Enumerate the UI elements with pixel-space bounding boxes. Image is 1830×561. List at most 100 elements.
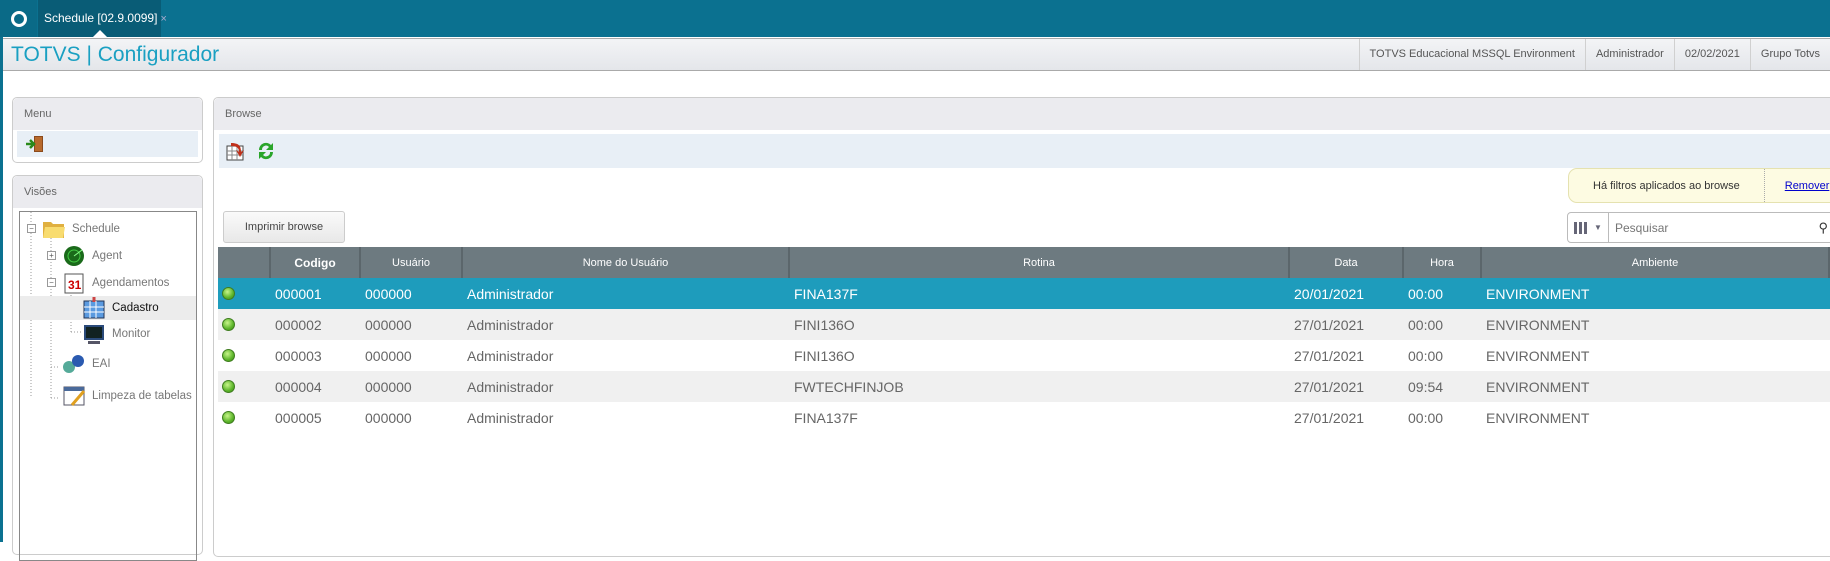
cell-rotina: FINA137F (794, 409, 858, 426)
tree-expander[interactable]: − (47, 278, 56, 287)
column-header-status[interactable] (218, 247, 271, 278)
tree-item-label: EAI (92, 358, 111, 370)
table-row[interactable]: 000003 000000 Administrador FINI136O 27/01/2… (218, 340, 1830, 371)
app-title: TOTVS | Configurador (11, 43, 220, 66)
table-clean-icon (63, 386, 86, 406)
table-row[interactable]: 000002 000000 Administrador FINI136O 27/01/2… (218, 309, 1830, 340)
search-icon[interactable]: ⚲ (1818, 219, 1828, 235)
cell-ambiente: ENVIRONMENT (1486, 409, 1590, 426)
cell-rotina: FINI136O (794, 316, 855, 333)
remove-filter-link[interactable]: Remover (1784, 179, 1830, 192)
cell-hora: 00:00 (1408, 316, 1444, 333)
calendar-grid-icon (83, 297, 105, 319)
cell-rotina: FINI136O (794, 347, 855, 364)
top-bar (0, 0, 1830, 37)
tree-item-limpeza[interactable]: Limpeza de tabelas (62, 384, 192, 408)
puzzle-icon (63, 355, 84, 373)
visoes-title: Visões (13, 176, 202, 208)
header-info: TOTVS Educacional MSSQL Environment Admi… (1358, 39, 1830, 70)
cell-hora: 00:00 (1408, 409, 1444, 426)
browse-toolbar (219, 134, 1830, 168)
cell-ambiente: ENVIRONMENT (1486, 285, 1590, 302)
cell-usuario: 000000 (365, 378, 412, 395)
export-table-icon[interactable] (225, 140, 247, 162)
cell-ambiente: ENVIRONMENT (1486, 378, 1590, 395)
cell-nome: Administrador (467, 285, 554, 302)
status-green-icon (222, 287, 235, 300)
visoes-panel: Visões − Schedule + Agent − 31 Agendament… (12, 175, 203, 561)
totvs-logo-icon[interactable] (0, 0, 37, 37)
cell-codigo: 000003 (275, 347, 322, 364)
cell-data: 27/01/2021 (1294, 378, 1365, 395)
table-row[interactable]: 000001 000000 Administrador FINA137F 20/01/2… (218, 278, 1830, 309)
exit-door-icon[interactable] (25, 135, 45, 153)
status-cell (218, 340, 271, 371)
cell-usuario: 000000 (365, 316, 412, 333)
group-label: Grupo Totvs (1749, 39, 1830, 70)
cell-nome: Administrador (467, 347, 554, 364)
column-select-dropdown[interactable]: ▼ (1568, 213, 1609, 242)
cell-codigo: 000002 (275, 316, 322, 333)
status-green-icon (222, 411, 235, 424)
filter-notice: Há filtros aplicados ao browse Remover (1568, 168, 1830, 203)
tree-item-monitor[interactable]: Monitor (82, 322, 150, 346)
cell-nome: Administrador (467, 409, 554, 426)
status-green-icon (222, 349, 235, 362)
tree-item-label: Schedule (72, 223, 120, 235)
refresh-icon[interactable] (255, 140, 277, 162)
status-green-icon (222, 380, 235, 393)
menu-panel: Menu (12, 97, 203, 163)
column-header-codigo[interactable]: Codigo (271, 247, 361, 278)
print-browse-button[interactable]: Imprimir browse (223, 211, 345, 243)
cell-codigo: 000005 (275, 409, 322, 426)
cell-hora: 00:00 (1408, 285, 1444, 302)
tree-item-schedule[interactable]: Schedule (42, 217, 120, 241)
tab-schedule[interactable]: Schedule [02.9.0099] × (38, 0, 167, 37)
cell-usuario: 000000 (365, 347, 412, 364)
tree-expander[interactable]: + (47, 251, 56, 260)
active-tab-indicator (93, 30, 107, 37)
table-header: Codigo Usuário Nome do Usuário Rotina Data Ho… (218, 247, 1830, 278)
tree-item-label: Agent (92, 250, 123, 262)
radar-icon (64, 246, 84, 266)
cell-nome: Administrador (467, 378, 554, 395)
table-row[interactable]: 000005 000000 Administrador FINA137F 27/01/2… (218, 402, 1830, 433)
status-cell (218, 371, 271, 402)
cell-usuario: 000000 (365, 409, 412, 426)
environment-label: TOTVS Educacional MSSQL Environment (1358, 39, 1585, 70)
folder-icon (43, 222, 65, 238)
cell-hora: 00:00 (1408, 347, 1444, 364)
close-icon[interactable]: × (160, 13, 167, 25)
column-header-rotina[interactable]: Rotina (790, 247, 1290, 278)
cell-data: 27/01/2021 (1294, 316, 1365, 333)
column-header-ambiente[interactable]: Ambiente (1482, 247, 1830, 278)
status-cell (218, 309, 271, 340)
cell-rotina: FINA137F (794, 285, 858, 302)
status-cell (218, 402, 271, 433)
column-header-data[interactable]: Data (1290, 247, 1404, 278)
tree-expander[interactable]: − (27, 224, 36, 233)
column-header-nome[interactable]: Nome do Usuário (463, 247, 790, 278)
status-green-icon (222, 318, 235, 331)
column-header-usuario[interactable]: Usuário (361, 247, 463, 278)
menu-toolbar (17, 131, 198, 157)
tree-item-eai[interactable]: EAI (62, 352, 111, 376)
cell-hora: 09:54 (1408, 378, 1444, 395)
tree-item-label: Cadastro (112, 302, 159, 314)
svg-text:31: 31 (68, 278, 82, 292)
column-header-hora[interactable]: Hora (1404, 247, 1482, 278)
filter-text: Há filtros aplicados ao browse (1569, 169, 1765, 202)
user-label: Administrador (1584, 39, 1674, 70)
browse-title: Browse (214, 98, 1830, 130)
tree-item-agendamentos[interactable]: 31 Agendamentos (62, 271, 169, 295)
status-cell (218, 278, 271, 309)
tree-item-agent[interactable]: Agent (62, 244, 122, 268)
table-row[interactable]: 000004 000000 Administrador FWTECHFINJOB 27/… (218, 371, 1830, 402)
cell-ambiente: ENVIRONMENT (1486, 347, 1590, 364)
left-stripe (0, 37, 3, 542)
app-header: TOTVS | Configurador TOTVS Educacional M… (3, 38, 1830, 71)
tree-item-cadastro[interactable]: Cadastro (20, 296, 196, 320)
cell-rotina: FWTECHFINJOB (794, 378, 904, 395)
search-input[interactable] (1609, 220, 1819, 235)
cell-usuario: 000000 (365, 285, 412, 302)
